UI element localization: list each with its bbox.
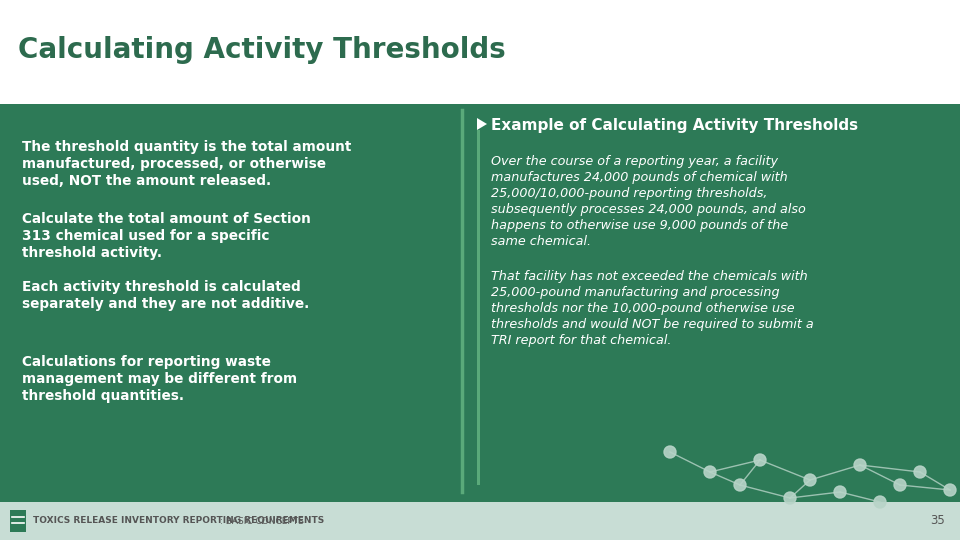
Text: Calculate the total amount of Section: Calculate the total amount of Section xyxy=(22,212,311,226)
Text: Example of Calculating Activity Thresholds: Example of Calculating Activity Threshol… xyxy=(491,118,858,133)
Bar xyxy=(10,510,26,532)
Text: thresholds and would NOT be required to submit a: thresholds and would NOT be required to … xyxy=(491,318,814,331)
Circle shape xyxy=(704,466,716,478)
Circle shape xyxy=(664,446,676,458)
Circle shape xyxy=(874,496,886,508)
Bar xyxy=(0,104,960,107)
Circle shape xyxy=(854,459,866,471)
Bar xyxy=(0,498,960,502)
Text: TOXICS RELEASE INVENTORY REPORTING REQUIREMENTS: TOXICS RELEASE INVENTORY REPORTING REQUI… xyxy=(33,516,324,525)
Text: threshold quantities.: threshold quantities. xyxy=(22,389,184,403)
Text: 25,000-pound manufacturing and processing: 25,000-pound manufacturing and processin… xyxy=(491,286,780,299)
Text: subsequently processes 24,000 pounds, and also: subsequently processes 24,000 pounds, an… xyxy=(491,203,805,216)
Text: manufactured, processed, or otherwise: manufactured, processed, or otherwise xyxy=(22,157,326,171)
Text: That facility has not exceeded the chemicals with: That facility has not exceeded the chemi… xyxy=(491,270,807,283)
Circle shape xyxy=(754,454,766,466)
Text: manufactures 24,000 pounds of chemical with: manufactures 24,000 pounds of chemical w… xyxy=(491,171,788,184)
Bar xyxy=(477,130,480,485)
Circle shape xyxy=(784,492,796,504)
Text: separately and they are not additive.: separately and they are not additive. xyxy=(22,297,309,311)
Polygon shape xyxy=(477,118,487,130)
Text: happens to otherwise use 9,000 pounds of the: happens to otherwise use 9,000 pounds of… xyxy=(491,219,788,232)
Text: used, NOT the amount released.: used, NOT the amount released. xyxy=(22,174,271,188)
Text: management may be different from: management may be different from xyxy=(22,372,298,386)
Bar xyxy=(0,500,960,540)
Text: same chemical.: same chemical. xyxy=(491,235,591,248)
Circle shape xyxy=(914,466,926,478)
Text: TRI report for that chemical.: TRI report for that chemical. xyxy=(491,334,671,347)
Circle shape xyxy=(804,474,816,486)
Text: Over the course of a reporting year, a facility: Over the course of a reporting year, a f… xyxy=(491,155,778,168)
Text: 313 chemical used for a specific: 313 chemical used for a specific xyxy=(22,229,270,243)
Text: Each activity threshold is calculated: Each activity threshold is calculated xyxy=(22,280,300,294)
Bar xyxy=(0,0,960,105)
Text: thresholds nor the 10,000-pound otherwise use: thresholds nor the 10,000-pound otherwis… xyxy=(491,302,795,315)
Circle shape xyxy=(734,479,746,491)
Text: The threshold quantity is the total amount: The threshold quantity is the total amou… xyxy=(22,140,351,154)
Bar xyxy=(0,105,960,500)
Text: 35: 35 xyxy=(930,515,945,528)
Text: Calculating Activity Thresholds: Calculating Activity Thresholds xyxy=(18,36,506,64)
Text: threshold activity.: threshold activity. xyxy=(22,246,162,260)
Circle shape xyxy=(944,484,956,496)
Text: : BASIC CONCEPTS: : BASIC CONCEPTS xyxy=(220,516,304,525)
Text: 25,000/10,000-pound reporting thresholds,: 25,000/10,000-pound reporting thresholds… xyxy=(491,187,767,200)
Text: Calculations for reporting waste: Calculations for reporting waste xyxy=(22,355,271,369)
Circle shape xyxy=(834,486,846,498)
Circle shape xyxy=(894,479,906,491)
